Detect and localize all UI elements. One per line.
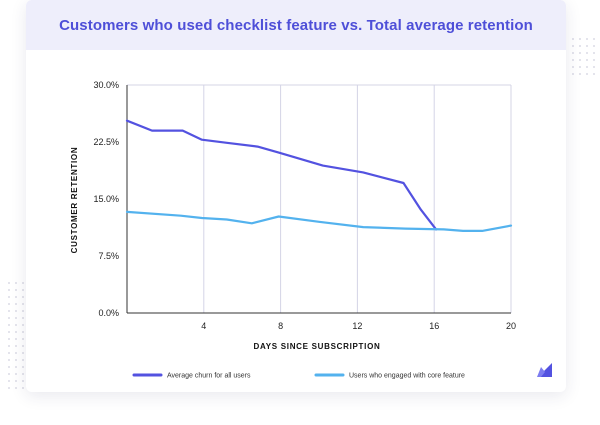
x-tick-label: 16: [429, 321, 439, 331]
y-tick-label: 7.5%: [98, 251, 119, 261]
series-lines: [125, 119, 513, 232]
brand-logo-icon: [537, 363, 552, 377]
chart-header: Customers who used checklist feature vs.…: [26, 0, 566, 50]
x-tick-label: 8: [278, 321, 283, 331]
legend: Average churn for all users Users who eng…: [132, 373, 465, 380]
y-tick-label: 22.5%: [93, 137, 119, 147]
chart-title: Customers who used checklist feature vs.…: [59, 16, 533, 34]
y-axis-title: CUSTOMER RETENTION: [70, 147, 79, 254]
series-line-average-churn: [125, 119, 438, 231]
axes: [126, 84, 512, 314]
series-line-core-feature: [125, 210, 513, 232]
y-tick-label: 15.0%: [93, 194, 119, 204]
y-tick-label: 30.0%: [93, 80, 119, 90]
grid-lines: [203, 85, 435, 313]
x-tick-label: 4: [201, 321, 206, 331]
y-tick-labels: 0.0% 7.5% 15.0% 22.5% 30.0%: [93, 80, 119, 318]
y-tick-label: 0.0%: [98, 308, 119, 318]
legend-label: Average churn for all users: [167, 373, 251, 380]
x-tick-label: 20: [506, 321, 516, 331]
line-chart: 0.0% 7.5% 15.0% 22.5% 30.0% 4 8 12 16 20 CUSTOME…: [70, 80, 552, 380]
chart-card: Customers who used checklist feature vs.…: [26, 0, 566, 392]
legend-label: Users who engaged with core feature: [349, 373, 465, 380]
x-tick-labels: 4 8 12 16 20: [201, 321, 516, 331]
x-tick-label: 12: [352, 321, 362, 331]
x-axis-title: DAYS SINCE SUBSCRIPTION: [254, 342, 381, 351]
